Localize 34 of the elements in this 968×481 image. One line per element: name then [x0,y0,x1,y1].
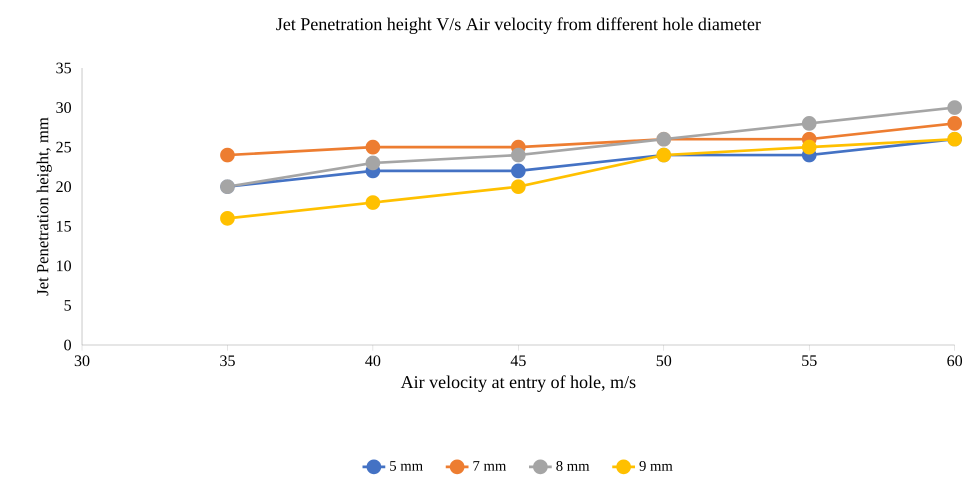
x-tick-label: 45 [510,355,526,366]
point [220,148,235,162]
point [511,164,526,178]
x-tick-label: 60 [947,355,962,366]
point [366,156,380,170]
y-tick-label: 20 [56,181,71,192]
x-tick-label: 50 [656,355,672,366]
x-tick-label: 40 [365,355,380,366]
point [511,148,526,162]
legend-label: 8 mm [556,461,590,471]
point [802,140,817,154]
point [511,179,526,194]
point [366,195,380,210]
point [366,140,380,154]
y-tick-label: 0 [64,340,71,350]
x-tick-label: 55 [802,355,817,366]
y-tick-label: 30 [56,102,71,113]
legend-label: 9 mm [639,461,673,471]
point [947,116,962,131]
x-tick-label: 35 [220,355,235,366]
y-tick-label: 5 [64,300,71,311]
legend-label: 5 mm [390,461,423,471]
y-axis-title: Jet Penetration height, mm [36,117,52,296]
point [220,211,235,226]
x-axis-title: Air velocity at entry of hole, m/s [400,375,636,392]
y-tick-label: 10 [57,260,71,272]
y-tick-label: 15 [57,220,71,232]
x-tick-label: 30 [74,355,90,366]
y-tick-label: 35 [56,62,71,74]
point [947,100,962,115]
point [802,116,817,131]
chart-title: Jet Penetration height V/s Air velocity from different hole diameter [276,17,761,34]
y-tick-label: 25 [56,142,71,152]
legend-label: 7 mm [473,461,506,471]
